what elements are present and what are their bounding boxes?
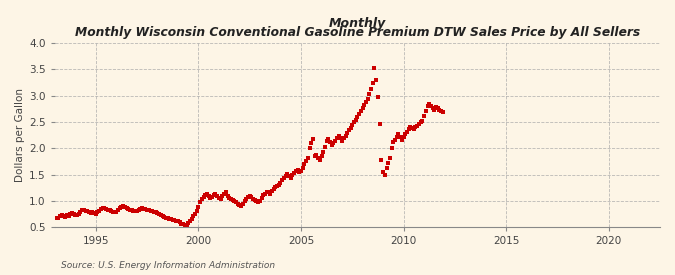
Y-axis label: Dollars per Gallon: Dollars per Gallon [15,88,25,182]
Text: Source: U.S. Energy Information Administration: Source: U.S. Energy Information Administ… [61,260,275,270]
Title: Monthly Wisconsin Conventional Gasoline Premium DTW Sales Price by All Sellers: Monthly Wisconsin Conventional Gasoline … [75,26,640,39]
Text: Monthly: Monthly [329,17,386,30]
